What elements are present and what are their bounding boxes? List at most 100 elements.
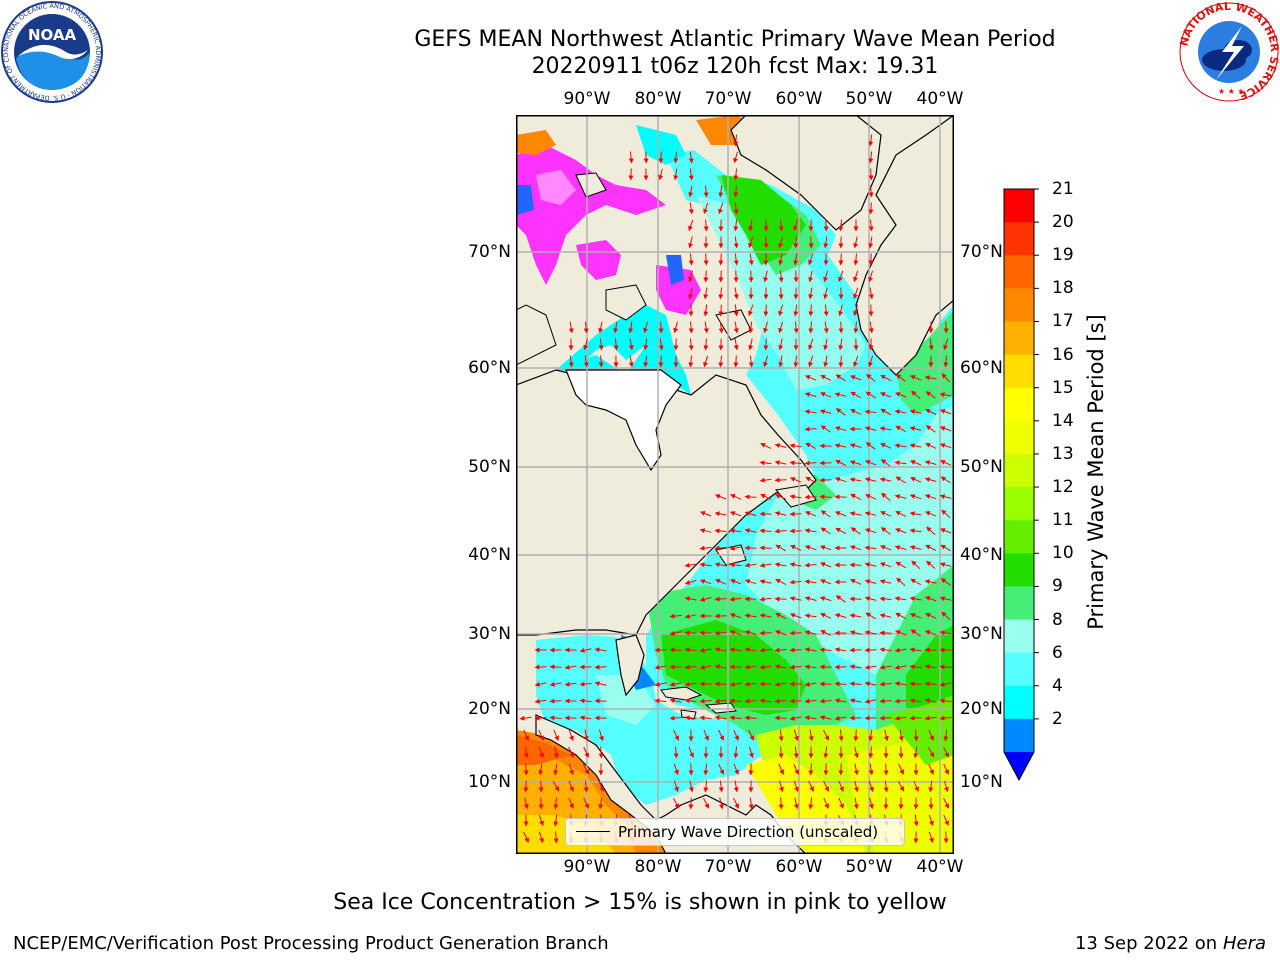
wave-arrow — [941, 509, 951, 518]
wave-arrow — [594, 664, 607, 670]
wave-arrow — [699, 597, 712, 602]
wave-arrow — [925, 545, 937, 551]
wave-arrow — [838, 355, 844, 368]
colorbar-segment — [1004, 255, 1034, 289]
wave-arrow — [819, 443, 832, 449]
wave-arrow — [939, 698, 952, 704]
wave-arrow — [534, 715, 547, 721]
lon-tick-top: 40°W — [916, 89, 964, 109]
wave-arrow — [733, 202, 739, 215]
wave-arrow — [568, 321, 574, 334]
colorbar-tick: 17 — [1052, 311, 1074, 332]
wave-arrow — [568, 746, 574, 758]
wave-arrow — [703, 202, 709, 215]
wave-arrow — [523, 797, 529, 810]
wave-arrow — [834, 477, 847, 483]
wave-arrow — [864, 426, 877, 431]
wave-arrow — [853, 304, 859, 317]
wave-arrow — [823, 270, 828, 283]
wave-arrow — [778, 253, 784, 266]
wave-arrow — [789, 613, 802, 619]
wave-arrow — [823, 746, 829, 759]
wave-arrow — [835, 527, 847, 535]
wave-arrow — [583, 780, 589, 793]
wave-arrow — [924, 477, 937, 482]
wave-arrow — [939, 562, 952, 568]
wave-arrow — [598, 797, 604, 810]
wave-arrow — [684, 596, 697, 602]
wave-arrow — [939, 715, 952, 721]
colorbar-tick: 11 — [1052, 510, 1074, 531]
wave-arrow — [763, 338, 769, 351]
wave-arrow — [703, 253, 709, 266]
wave-arrow — [718, 763, 724, 775]
wave-arrow — [688, 219, 694, 232]
wave-arrow — [909, 596, 922, 602]
wave-arrow — [894, 528, 907, 534]
wave-arrow — [778, 304, 783, 317]
wave-arrow — [865, 391, 876, 399]
wave-arrow — [613, 338, 619, 351]
wave-arrow — [729, 528, 742, 534]
wave-arrow — [835, 595, 846, 603]
wave-arrow — [789, 698, 802, 704]
wave-arrow — [730, 494, 742, 500]
wave-arrow — [804, 511, 817, 517]
wave-arrow — [748, 338, 754, 351]
wave-arrow — [879, 681, 892, 687]
wave-arrow — [808, 219, 814, 232]
wave-arrow — [688, 270, 694, 283]
wave-arrow — [895, 476, 906, 484]
wave-arrow — [744, 647, 757, 653]
wave-arrow — [864, 477, 877, 483]
wave-arrow — [553, 797, 559, 810]
wave-arrow — [820, 630, 832, 636]
wave-arrow — [718, 270, 724, 283]
wave-arrow — [763, 355, 769, 368]
wave-arrow — [744, 613, 757, 619]
wave-arrow — [774, 630, 787, 636]
wave-arrow — [808, 304, 814, 317]
wave-arrow — [838, 270, 844, 283]
wave-arrow — [628, 321, 634, 334]
wave-arrow — [760, 443, 772, 449]
wave-arrow — [688, 746, 694, 759]
colorbar-segment — [1004, 553, 1034, 587]
wave-arrow — [850, 527, 861, 535]
wave-arrow — [759, 613, 772, 619]
wave-arrow — [688, 185, 694, 198]
colorbar-segment — [1004, 354, 1034, 389]
wave-arrow — [864, 545, 877, 551]
wave-arrow — [894, 545, 907, 550]
wave-arrow — [684, 562, 697, 568]
wave-arrow — [849, 460, 862, 466]
wave-arrow — [759, 579, 772, 585]
wave-arrow — [849, 613, 862, 619]
wave-arrow — [895, 425, 907, 433]
wave-arrow — [538, 763, 544, 776]
wave-arrow — [819, 664, 832, 670]
wave-arrow — [733, 797, 739, 809]
colorbar-tick: 16 — [1052, 344, 1074, 365]
wave-arrow — [564, 664, 577, 670]
wave-arrow — [939, 681, 952, 687]
wave-arrow — [853, 236, 859, 249]
wave-arrow — [913, 831, 919, 844]
wave-arrow — [534, 664, 547, 670]
wave-arrow — [823, 321, 829, 334]
wave-arrow — [748, 304, 754, 317]
nws-logo: NATIONAL WEATHER SERVICE ★ ★ ★ — [1178, 0, 1280, 103]
wave-arrow — [823, 729, 829, 741]
wave-arrow — [924, 681, 937, 687]
wave-arrow — [759, 545, 772, 551]
wave-arrow — [849, 630, 862, 636]
wave-arrow — [714, 596, 727, 602]
wave-arrow — [760, 493, 772, 501]
wave-arrow — [834, 494, 847, 500]
wave-arrow — [568, 763, 574, 776]
wave-arrow — [838, 797, 844, 810]
wave-arrow — [699, 511, 712, 517]
wave-arrow — [714, 681, 727, 687]
wave-arrow — [879, 715, 892, 721]
wave-arrow — [895, 374, 906, 382]
